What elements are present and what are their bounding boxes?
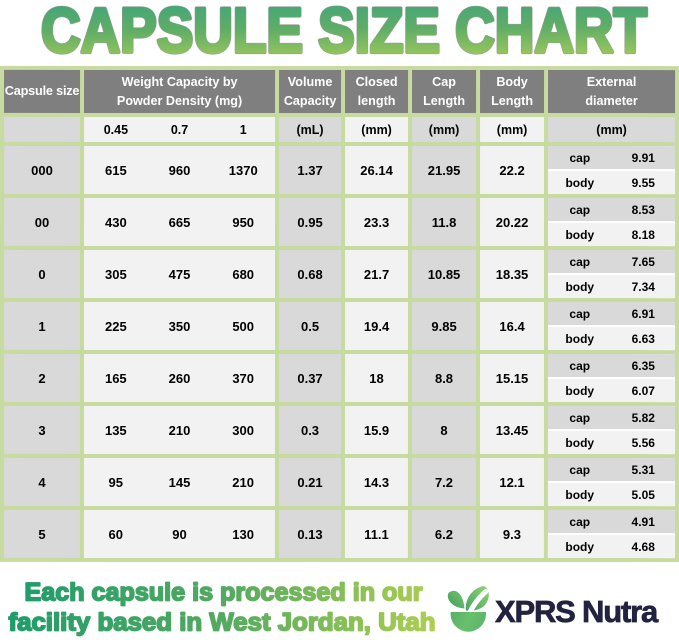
svg-text:CAPSULE SIZE CHART: CAPSULE SIZE CHART bbox=[41, 0, 647, 62]
svg-text:Each capsule is processed in o: Each capsule is processed in our bbox=[25, 579, 423, 607]
svg-text:facility based in West Jordan,: facility based in West Jordan, Utah bbox=[9, 609, 436, 637]
svg-text:CAPSULE SIZE CHART: CAPSULE SIZE CHART bbox=[41, 0, 647, 62]
